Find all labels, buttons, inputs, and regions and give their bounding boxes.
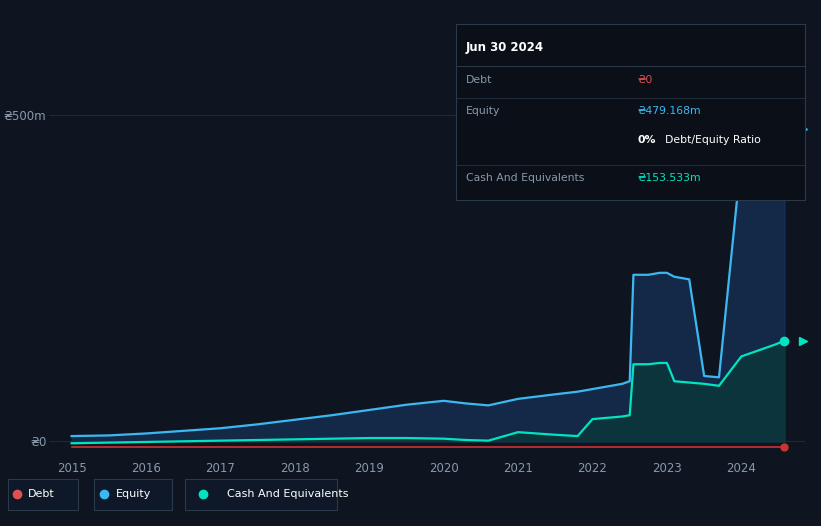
Text: Equity: Equity — [466, 106, 501, 116]
Text: Jun 30 2024: Jun 30 2024 — [466, 41, 544, 54]
Text: ₴479.168m: ₴479.168m — [637, 106, 700, 116]
Text: Debt: Debt — [28, 489, 54, 500]
Text: Cash And Equivalents: Cash And Equivalents — [466, 174, 585, 184]
Text: Debt/Equity Ratio: Debt/Equity Ratio — [665, 135, 761, 145]
Text: ₴153.533m: ₴153.533m — [637, 174, 700, 184]
Text: Cash And Equivalents: Cash And Equivalents — [227, 489, 349, 500]
Text: Debt: Debt — [466, 75, 493, 85]
Text: Equity: Equity — [117, 489, 152, 500]
Text: ₴0: ₴0 — [637, 75, 653, 85]
Text: 0%: 0% — [637, 135, 656, 145]
